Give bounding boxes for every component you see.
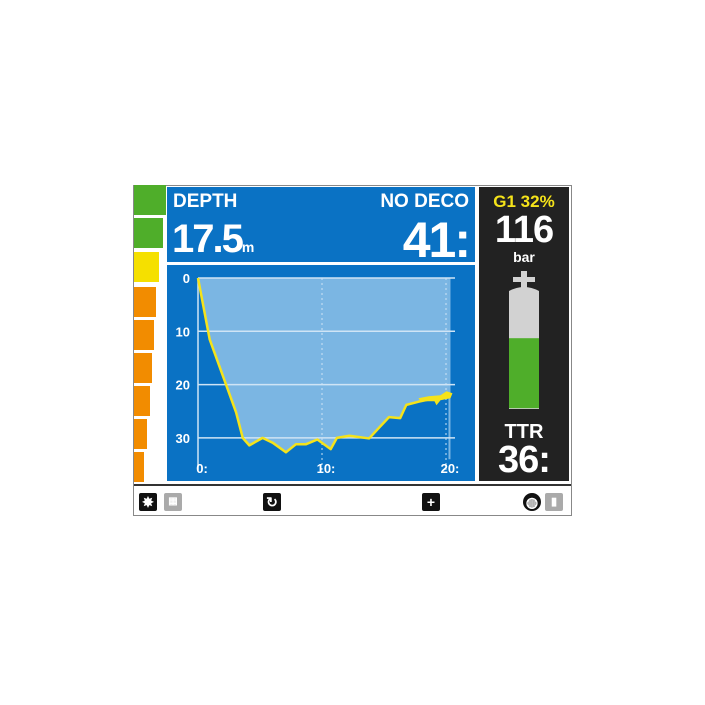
grid-icon[interactable]: ▦ (164, 493, 182, 511)
tissue-bar (134, 452, 144, 482)
compass-icon[interactable]: ✸ (139, 493, 157, 511)
switch-icon[interactable]: ↻ (263, 493, 281, 511)
y-tick-label: 0 (183, 271, 190, 286)
diver-icon (418, 391, 453, 406)
y-tick-label: 30 (176, 431, 190, 446)
plot-edge (448, 278, 451, 460)
toolbar-divider (134, 484, 571, 486)
tissue-bar (134, 320, 154, 350)
gas-label: G1 32% (493, 192, 555, 211)
tank-icon (509, 271, 539, 409)
tissue-bar (134, 353, 152, 383)
tissue-bar (134, 252, 159, 282)
tissue-bar (134, 419, 147, 449)
globe-icon[interactable]: ◍ (523, 493, 541, 511)
profile-fill (198, 278, 449, 453)
ttr-label: TTR (504, 421, 544, 443)
tissue-bar (134, 386, 150, 416)
profile-line (196, 277, 449, 454)
tank-pressure: 116 (494, 209, 554, 251)
plus-icon[interactable]: + (422, 493, 440, 511)
y-tick-label: 20 (176, 378, 190, 393)
bar-chart-icon[interactable]: ▮ (545, 493, 563, 511)
dive-profile-chart: 0 10 20 30 0: 10: 20: (176, 271, 460, 476)
x-tick-label: 10: (317, 461, 336, 476)
header-panel: DEPTH 17.5m NO DECO 41: (167, 187, 475, 268)
ttr-value: 36: (498, 439, 551, 481)
nodeco-value: 41: (402, 212, 471, 268)
depth-unit: m (241, 239, 255, 255)
depth-label: DEPTH (173, 191, 238, 212)
pressure-unit: bar (513, 249, 535, 265)
tissue-bar (134, 185, 166, 215)
tissue-bar (134, 287, 156, 317)
nodeco-label: NO DECO (380, 191, 469, 212)
dive-profile-panel: 0 10 20 30 0: 10: 20: (167, 265, 475, 481)
tissue-bar (134, 218, 163, 248)
gas-panel: G1 32% 116 bar TTR 36: (479, 187, 569, 481)
y-tick-label: 10 (176, 324, 190, 339)
x-tick-label: 0: (196, 461, 208, 476)
depth-value: 17.5m (172, 217, 255, 261)
x-tick-label: 20: (441, 461, 460, 476)
